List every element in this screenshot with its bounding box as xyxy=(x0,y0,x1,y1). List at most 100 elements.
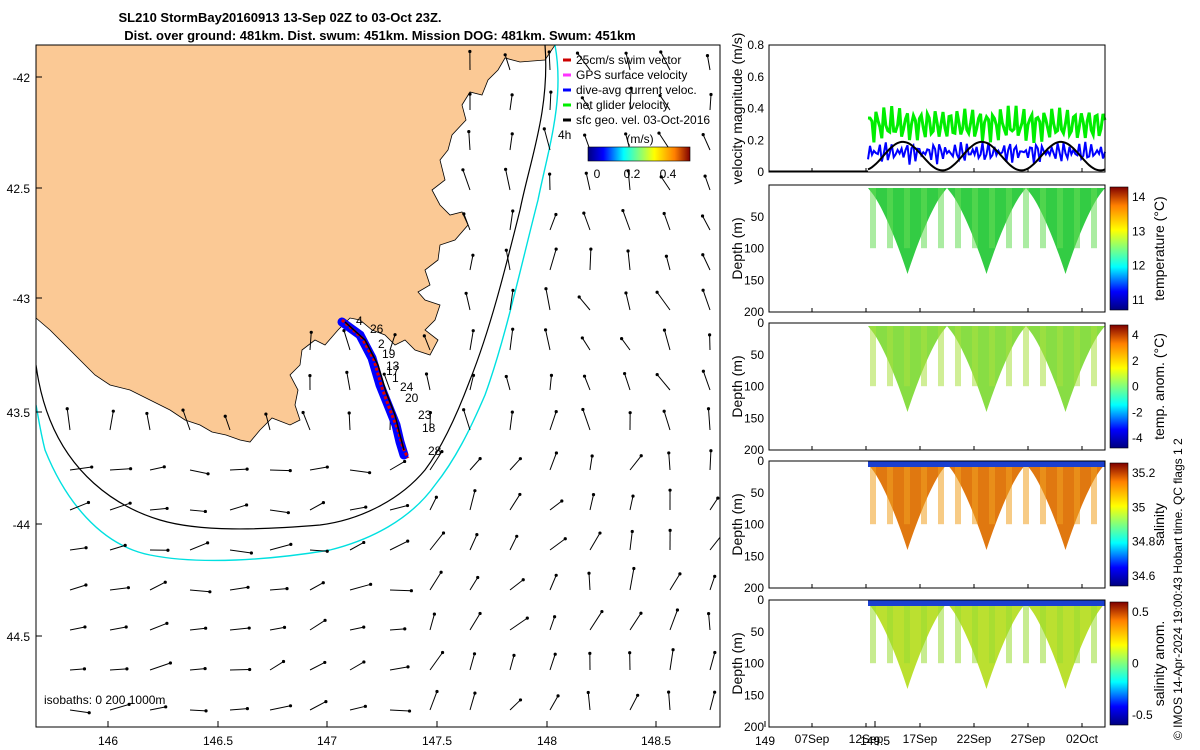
map-ytick-label: -42 xyxy=(13,71,31,85)
velocity-arrow-head xyxy=(620,336,624,341)
velocity-arrow-head xyxy=(127,702,131,707)
section-texture xyxy=(1057,188,1063,249)
velocity-arrow xyxy=(582,409,591,431)
velocity-arrow xyxy=(509,210,514,231)
velocity-arrow xyxy=(429,652,443,671)
velocity-arrow xyxy=(549,92,552,111)
velocity-arrow xyxy=(109,626,127,631)
map-axes: 146 146.5 147 147.5 148 148.5 149 149.5 -42 42.5 -… xyxy=(7,71,891,748)
velocity-arrow xyxy=(660,176,671,191)
velocity-arrow-head xyxy=(163,580,167,584)
velocity-arrow-head xyxy=(393,333,397,337)
velocity-arrow-head xyxy=(510,93,514,97)
velocity-arrow-head xyxy=(245,707,249,711)
velocity-arrow-head xyxy=(439,570,443,574)
section-texture xyxy=(887,603,893,664)
velocity-arrow-head xyxy=(713,650,717,655)
velocity-arrow-head xyxy=(86,500,91,505)
section-texture xyxy=(870,464,876,525)
section-texture xyxy=(887,326,893,387)
velocity-arrow-head xyxy=(342,328,346,333)
velocity-arrow xyxy=(509,133,513,151)
velocity-arrow-head xyxy=(309,330,313,334)
velocity-arrow-head xyxy=(288,469,292,473)
velocity-arrow-head xyxy=(347,411,351,415)
velocity-arrow xyxy=(189,542,208,551)
velocity-arrow xyxy=(224,416,231,431)
velocity-arrow xyxy=(625,53,631,71)
velocity-arrow xyxy=(349,542,364,551)
velocity-arrow-head xyxy=(308,373,312,378)
velocity-arrow xyxy=(349,469,370,474)
section-texture xyxy=(972,603,978,664)
velocity-arrow xyxy=(469,613,481,631)
velocity-arrow-head xyxy=(324,700,328,704)
velocity-arrow-head xyxy=(706,407,711,411)
velocity-arrow-head xyxy=(471,373,476,377)
velocity-arrow xyxy=(663,213,671,231)
velocity-arrow-head xyxy=(181,408,185,412)
velocity-arrow xyxy=(429,451,443,471)
velocity-arrow xyxy=(149,507,168,511)
ytick-label: 200 xyxy=(744,443,764,457)
velocity-arrow xyxy=(229,708,248,711)
velocity-arrow-head xyxy=(264,412,268,416)
velocity-arrow xyxy=(269,626,285,631)
velocity-arrow xyxy=(709,576,716,591)
velocity-arrow xyxy=(708,613,711,631)
velocity-arrow-head xyxy=(582,211,586,215)
colorbar-tick: 0 xyxy=(594,167,601,181)
cbar-tick: -2 xyxy=(1132,405,1143,419)
velocity-arrow-head xyxy=(701,253,705,257)
cbar-tick: 14 xyxy=(1132,190,1146,204)
velocity-arrow-head xyxy=(424,372,429,376)
velocity-arrow xyxy=(578,296,591,311)
velocity-arrow-head xyxy=(581,407,585,412)
velocity-arrow xyxy=(309,502,324,511)
section-texture xyxy=(921,603,927,664)
velocity-arrow xyxy=(149,706,166,711)
velocity-arrow xyxy=(469,458,481,471)
section-texture xyxy=(887,464,893,525)
velocity-arrow xyxy=(269,469,291,472)
velocity-arrow xyxy=(149,662,171,671)
velocity-arrow xyxy=(668,692,671,711)
section-texture xyxy=(989,603,995,664)
map-texts: 4h (m/s) 0 0.2 0.4 isobaths: 0 200 1000m xyxy=(44,128,677,707)
velocity-arrow-head xyxy=(662,211,666,216)
velocity-arrow-head xyxy=(162,465,166,469)
velocity-arrow-head xyxy=(203,509,207,514)
velocity-arrow xyxy=(389,589,412,592)
velocity-arrow xyxy=(69,709,90,714)
velocity-arrow-head xyxy=(441,531,446,535)
velocity-arrow-head xyxy=(473,489,477,493)
velocity-arrow xyxy=(702,290,711,311)
section-texture xyxy=(1023,603,1029,664)
time-tick-label: 12Sep xyxy=(849,732,884,746)
velocity-arrow-head xyxy=(624,132,628,136)
velocity-arrow-head xyxy=(203,666,207,671)
ytick-label: 50 xyxy=(751,625,765,639)
velocity-arrow xyxy=(664,329,671,351)
velocity-arrow xyxy=(189,709,207,712)
velocity-arrow xyxy=(229,468,248,471)
velocity-arrow xyxy=(189,469,209,475)
velocity-arrow-head xyxy=(583,133,587,137)
velocity-arrow-head xyxy=(301,410,305,415)
section-texture xyxy=(1023,188,1029,249)
velocity-arrow xyxy=(549,411,557,431)
map-xtick-label: 146.5 xyxy=(203,734,233,748)
cbar-tick: 35.2 xyxy=(1132,466,1156,480)
section-texture xyxy=(921,464,927,525)
section-texture xyxy=(870,326,876,387)
velocity-arrow xyxy=(584,375,591,391)
ytick-label: 0.2 xyxy=(747,133,764,147)
velocity-arrow-head xyxy=(548,172,552,176)
velocity-arrow-head xyxy=(624,291,628,295)
ytick-label: 150 xyxy=(744,411,764,425)
velocity-arrow xyxy=(269,509,289,514)
surface-velocity-arrows xyxy=(65,49,720,715)
velocity-arrow-head xyxy=(554,451,559,455)
velocity-arrow-head xyxy=(440,650,445,655)
section-texture xyxy=(955,326,961,387)
